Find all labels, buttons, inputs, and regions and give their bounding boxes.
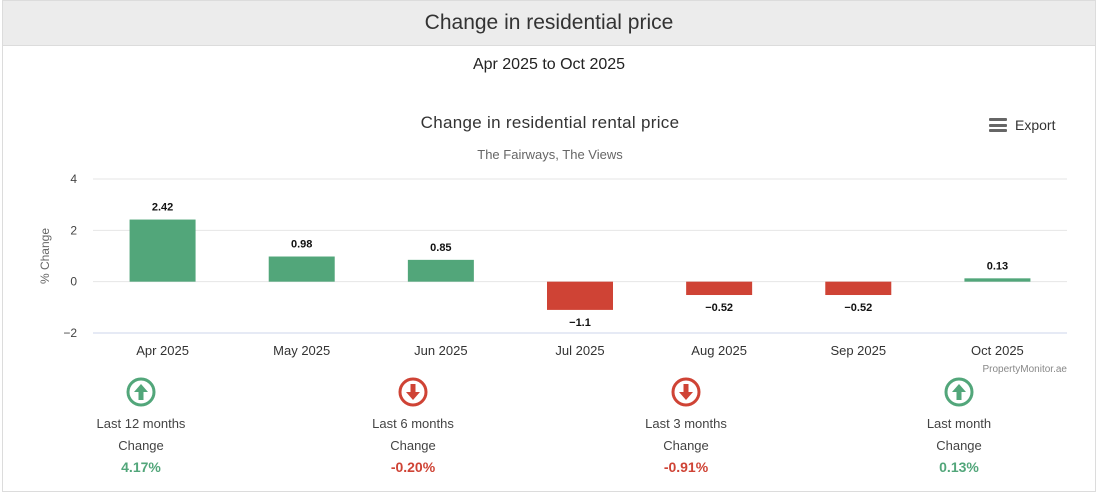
stat-card: Last 12 months Change 4.17%	[61, 377, 221, 475]
arrow-up-circle-icon	[126, 377, 156, 407]
y-tick-label: 0	[70, 275, 77, 289]
x-tick-label: Sep 2025	[830, 343, 886, 358]
data-label: 0.85	[430, 242, 451, 254]
bar-chart: 4 2 0 −2 % Change 2.42 Apr 2025 0.98 May 2025 0.8…	[38, 172, 1068, 375]
chart-subtitle: The Fairways, The Views	[477, 147, 623, 162]
data-label: 2.42	[152, 202, 173, 214]
stat-sublabel: Change	[390, 438, 436, 453]
stat-card: Last 3 months Change -0.91%	[606, 377, 766, 475]
x-tick-label: Oct 2025	[971, 343, 1024, 358]
date-range: Apr 2025 to Oct 2025	[472, 56, 626, 73]
stat-value: 0.13%	[939, 459, 979, 475]
stat-period: Last 12 months	[96, 416, 186, 431]
bar	[268, 256, 335, 282]
stats-row: Last 12 months Change 4.17% Last 6 months Ch…	[3, 377, 1097, 487]
export-label: Export	[1015, 117, 1056, 133]
stat-period: Last 6 months	[372, 416, 454, 431]
stat-value: -0.20%	[390, 459, 436, 475]
data-label: −1.1	[569, 317, 591, 329]
stat-value: 4.17%	[121, 459, 161, 475]
stat-period: Last 3 months	[645, 416, 727, 431]
x-tick-label: Aug 2025	[691, 343, 747, 358]
chart-title: Change in residential rental price	[420, 113, 680, 132]
stat-sublabel: Change	[663, 438, 709, 453]
stat-value: -0.91%	[663, 459, 709, 475]
y-tick-label: 4	[70, 172, 77, 186]
x-tick-label: Apr 2025	[136, 343, 189, 358]
x-tick-label: May 2025	[273, 343, 330, 358]
bar	[129, 219, 196, 282]
arrow-down-circle-icon	[398, 377, 428, 407]
bar	[407, 259, 474, 282]
bar	[964, 278, 1031, 282]
arrow-up-circle-icon	[944, 377, 974, 407]
stat-card: Last month Change 0.13%	[879, 377, 1039, 475]
stat-card: Last 6 months Change -0.20%	[333, 377, 493, 475]
panel-title: Change in residential price	[3, 1, 1095, 46]
y-axis-title: % Change	[38, 228, 52, 284]
bar	[686, 281, 753, 296]
data-label: 0.98	[291, 239, 312, 251]
chart-credit: PropertyMonitor.ae	[983, 364, 1068, 375]
stat-sublabel: Change	[118, 438, 164, 453]
bar	[825, 281, 892, 296]
export-button[interactable]: Export	[989, 117, 1055, 133]
data-label: −0.52	[705, 302, 733, 314]
bar	[547, 281, 613, 310]
y-tick-label: −2	[63, 326, 77, 340]
stat-period: Last month	[926, 416, 992, 431]
y-tick-label: 2	[70, 223, 77, 237]
x-tick-label: Jun 2025	[414, 343, 468, 358]
menu-icon	[989, 118, 1007, 132]
data-label: 0.13	[987, 260, 1008, 272]
stat-sublabel: Change	[936, 438, 982, 453]
arrow-down-circle-icon	[671, 377, 701, 407]
data-label: −0.52	[844, 302, 872, 314]
x-tick-label: Jul 2025	[555, 343, 604, 358]
